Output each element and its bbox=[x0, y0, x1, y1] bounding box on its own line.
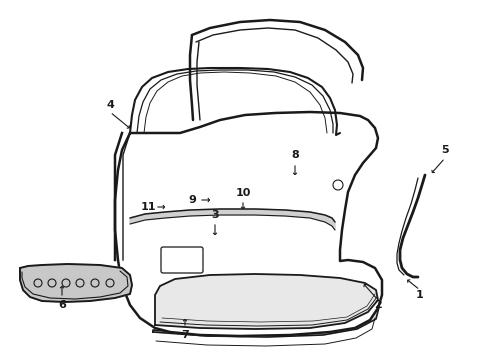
Text: 5: 5 bbox=[441, 145, 449, 155]
Text: 6: 6 bbox=[58, 300, 66, 310]
Text: 10: 10 bbox=[235, 188, 251, 198]
Text: 8: 8 bbox=[291, 150, 299, 160]
Polygon shape bbox=[20, 264, 132, 302]
Text: 7: 7 bbox=[181, 330, 189, 340]
Text: 2: 2 bbox=[374, 300, 382, 310]
Text: 3: 3 bbox=[211, 210, 219, 220]
Text: 9: 9 bbox=[188, 195, 196, 205]
Polygon shape bbox=[155, 274, 378, 329]
Polygon shape bbox=[130, 209, 335, 230]
Text: 1: 1 bbox=[416, 290, 424, 300]
Polygon shape bbox=[115, 112, 382, 336]
Text: 4: 4 bbox=[106, 100, 114, 110]
Text: 11: 11 bbox=[140, 202, 156, 212]
FancyBboxPatch shape bbox=[161, 247, 203, 273]
Polygon shape bbox=[153, 295, 379, 337]
